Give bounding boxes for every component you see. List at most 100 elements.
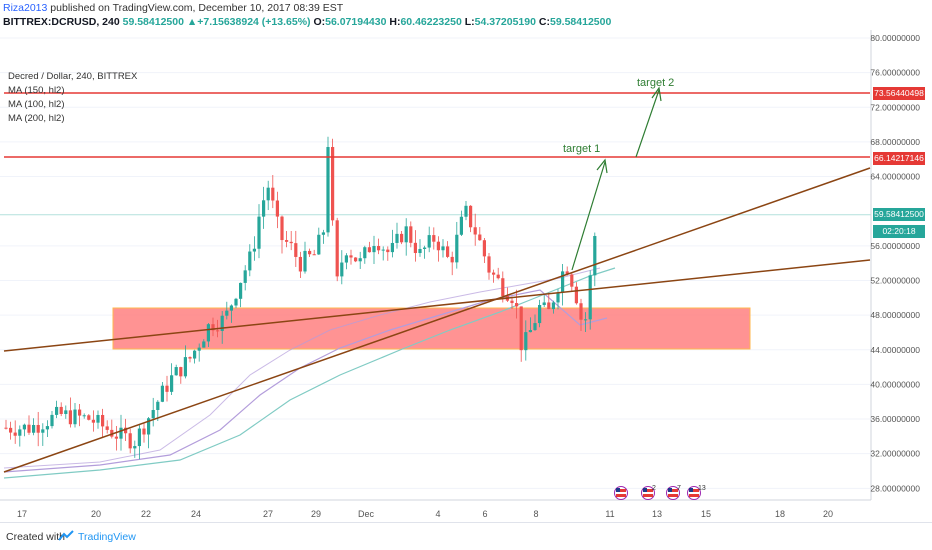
- candle: [234, 297, 238, 309]
- candle: [588, 270, 592, 330]
- candle-body: [542, 302, 546, 306]
- price-tick-label: 44.00000000: [870, 345, 920, 355]
- time-tick-label: 20: [91, 509, 101, 519]
- candle-body: [561, 271, 565, 293]
- trendline-shallow: [3, 259, 871, 352]
- time-tick-label: 6: [482, 509, 487, 519]
- candle-body: [487, 256, 491, 273]
- candle: [248, 244, 252, 277]
- candle: [110, 419, 114, 439]
- time-tick-label: 18: [775, 509, 785, 519]
- candle-body: [36, 424, 40, 433]
- tradingview-logo-icon: [58, 530, 74, 541]
- candle: [280, 215, 284, 254]
- candle-body: [528, 330, 532, 333]
- candle: [354, 257, 358, 263]
- candle-body: [515, 303, 519, 307]
- symbol-quote: BITTREX:DCRUSD, 240 59.58412500 ▲+7.1563…: [3, 16, 611, 28]
- candle-body: [501, 278, 505, 297]
- candle-body: [538, 305, 542, 324]
- high-value: 60.46223250: [400, 16, 462, 28]
- economic-events[interactable]: 2 7 13: [614, 485, 706, 500]
- candle-body: [335, 220, 339, 277]
- candle: [119, 414, 123, 451]
- trendline-steep: [3, 167, 871, 473]
- time-tick-label: 8: [533, 509, 538, 519]
- candle-body: [271, 187, 275, 201]
- candle-body: [584, 319, 588, 321]
- candle-body: [579, 303, 583, 320]
- candle-body: [340, 262, 344, 277]
- time-tick-label: 11: [605, 509, 614, 519]
- candle-body: [174, 367, 178, 376]
- candle: [492, 269, 496, 283]
- us-flag-event-icon[interactable]: 2: [641, 485, 657, 500]
- open-label: O:: [313, 16, 326, 28]
- candle-body: [377, 246, 381, 251]
- author-link[interactable]: Riza2013: [3, 2, 48, 14]
- candle: [206, 322, 210, 348]
- candle-body: [395, 233, 399, 243]
- candle-body: [459, 216, 463, 235]
- price-marker: 73.56440498: [873, 87, 925, 101]
- candle: [82, 413, 86, 419]
- candle-body: [469, 205, 473, 228]
- candle: [459, 210, 463, 236]
- candle-body: [96, 414, 100, 423]
- legend-title: Decred / Dollar, 240, BITTREX: [8, 71, 138, 82]
- price-tick-label: 72.00000000: [870, 102, 920, 112]
- time-tick-label: 22: [141, 509, 151, 519]
- chart-canvas[interactable]: target 1 target 2 80.00000000 76.00000000…: [0, 30, 932, 522]
- candle-body: [114, 436, 118, 439]
- candle-body: [289, 241, 293, 244]
- us-flag-event-icon[interactable]: 7: [666, 485, 682, 500]
- candle-body: [110, 429, 114, 437]
- candle-body: [482, 240, 486, 257]
- candle: [298, 251, 302, 278]
- candle: [197, 343, 201, 362]
- chart-area[interactable]: target 1 target 2 80.00000000 76.00000000…: [0, 30, 932, 522]
- tradingview-brand[interactable]: TradingView: [78, 531, 136, 543]
- time-axis[interactable]: 17 20 22 24 27 29 Dec 4 6 8 11 13 15 18 20: [17, 509, 833, 519]
- target-1-arrow: [571, 158, 608, 271]
- candle-body: [73, 409, 77, 425]
- candle: [87, 414, 91, 421]
- candle-body: [492, 272, 496, 275]
- candle-body: [211, 324, 215, 331]
- candle: [533, 314, 537, 331]
- candle-body: [400, 233, 404, 243]
- candle-body: [593, 236, 597, 276]
- us-flag-event-icon[interactable]: [614, 486, 628, 500]
- us-flag-event-icon[interactable]: 13: [687, 485, 706, 500]
- candle: [478, 227, 482, 241]
- candle-body: [105, 426, 109, 430]
- candle: [50, 411, 54, 429]
- candle: [570, 272, 574, 292]
- candle: [450, 251, 454, 276]
- ma-100-line: [3, 267, 601, 469]
- change-arrow-icon: ▲: [186, 16, 198, 28]
- candle-body: [101, 414, 105, 427]
- candle: [340, 250, 344, 285]
- candle-body: [551, 302, 555, 310]
- symbol-label: BITTREX:DCRUSD, 240: [3, 16, 120, 28]
- candle: [487, 253, 491, 280]
- candle: [377, 238, 381, 255]
- candle-body: [18, 429, 22, 436]
- candle-body: [326, 147, 330, 233]
- candle-body: [473, 227, 477, 235]
- candle-body: [423, 247, 427, 249]
- time-tick-label: 27: [263, 509, 273, 519]
- price-axis[interactable]: 80.00000000 76.00000000 72.00000000 68.0000…: [870, 33, 920, 493]
- candle: [436, 236, 440, 262]
- price-marker: 02:20:18: [873, 225, 925, 239]
- candle-body: [234, 298, 238, 306]
- candle-body: [142, 428, 146, 435]
- candle-body: [547, 302, 551, 310]
- candle-body: [82, 415, 86, 417]
- price-tick-label: 52.00000000: [870, 275, 920, 285]
- candle-body: [367, 247, 371, 253]
- candle: [441, 239, 445, 258]
- candle: [289, 231, 293, 251]
- candle: [55, 400, 59, 419]
